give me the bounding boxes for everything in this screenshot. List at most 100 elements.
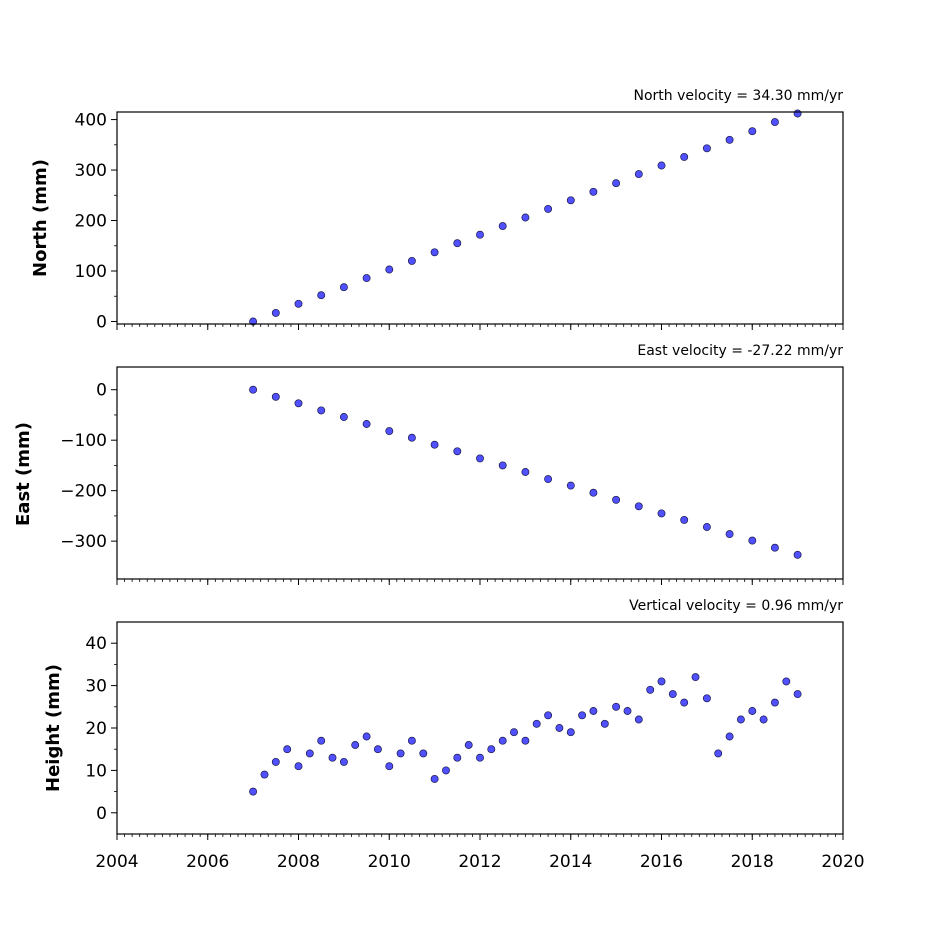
- north-point: [407, 256, 416, 265]
- north-point: [362, 274, 371, 283]
- east-point: [544, 475, 553, 484]
- east-point: [498, 461, 507, 470]
- height-point: [407, 736, 416, 745]
- height-point: [317, 736, 326, 745]
- height-point: [770, 698, 779, 707]
- height-point: [476, 753, 484, 762]
- height-point: [385, 762, 394, 771]
- height-x-tick-label: 2014: [549, 852, 592, 872]
- north-point: [317, 291, 326, 300]
- height-point: [555, 724, 564, 732]
- height-point: [305, 749, 314, 758]
- east-point: [339, 413, 348, 421]
- height-x-tick-label: 2012: [458, 852, 501, 872]
- east-y-tick-label: −300: [60, 532, 107, 552]
- height-point: [328, 753, 337, 762]
- north-y-tick-label: 300: [75, 161, 107, 181]
- north-point: [770, 118, 779, 127]
- east-point: [770, 543, 779, 552]
- east-point: [521, 468, 530, 476]
- height-x-tick-label: 2008: [277, 852, 320, 872]
- height-point: [736, 715, 745, 724]
- north-point: [453, 239, 462, 248]
- height-y-tick-label: 20: [85, 719, 107, 739]
- height-point: [249, 787, 258, 796]
- height-axes-frame: [116, 621, 844, 835]
- north-y-tick-label: 0: [96, 312, 107, 332]
- height-point: [646, 685, 655, 694]
- height-point: [453, 753, 462, 762]
- north-axes: 0 100 200 300 400: [75, 111, 844, 332]
- height-point: [260, 770, 269, 779]
- east-axes-frame: [116, 366, 844, 580]
- east-velocity-annotation: East velocity = -27.22 mm/yr: [637, 343, 843, 359]
- height-x-tick-label: 2016: [640, 852, 683, 872]
- height-point: [294, 762, 303, 771]
- height-y-axis-label: Height (mm): [43, 664, 64, 792]
- north-y-tick-label: 400: [75, 111, 107, 131]
- east-point: [453, 447, 462, 456]
- height-point: [748, 707, 757, 715]
- north-point: [566, 196, 575, 205]
- east-point: [702, 523, 711, 531]
- height-point: [725, 732, 734, 741]
- east-marks: [249, 385, 802, 559]
- north-point: [657, 161, 666, 170]
- height-point: [521, 736, 530, 745]
- east-y-tick-label: −100: [60, 431, 107, 451]
- east-point: [793, 550, 802, 559]
- east-point: [385, 427, 394, 436]
- east-point: [317, 406, 326, 415]
- east-y-tick-label: 0: [96, 381, 107, 401]
- north-point: [612, 179, 621, 188]
- north-panel: North velocity = 34.30 mm/yr North (mm) …: [30, 88, 844, 332]
- height-point: [782, 677, 791, 686]
- east-axes: 0 −100 −200 −300: [60, 366, 844, 585]
- east-point: [680, 515, 689, 524]
- east-point: [634, 502, 643, 511]
- east-point: [612, 495, 621, 504]
- north-y-tick-label: 100: [75, 262, 107, 282]
- east-point: [476, 454, 484, 463]
- height-marks: [249, 673, 802, 796]
- east-y-tick-label: −200: [60, 482, 107, 502]
- height-point: [634, 715, 643, 724]
- height-point: [487, 745, 496, 754]
- north-y-tick-label: 200: [75, 212, 107, 232]
- north-point: [748, 127, 757, 136]
- north-point: [702, 144, 711, 153]
- height-point: [373, 745, 382, 754]
- height-point: [793, 690, 802, 699]
- north-point: [521, 213, 530, 222]
- height-point: [691, 673, 700, 682]
- height-x-tick-label: 2010: [368, 852, 411, 872]
- east-point: [294, 399, 303, 408]
- height-point: [623, 707, 632, 715]
- height-axes: 0 10 20 30 40 2004 2006 2008 2010 2012 2014 2016 201…: [85, 621, 865, 872]
- east-point: [249, 385, 258, 394]
- height-point: [283, 745, 292, 754]
- height-point: [498, 736, 507, 745]
- east-point: [657, 509, 666, 518]
- height-point: [464, 741, 473, 749]
- north-point: [793, 109, 802, 118]
- height-y-tick-label: 30: [85, 677, 107, 697]
- north-point: [589, 187, 598, 196]
- east-point: [589, 488, 598, 497]
- east-point: [748, 536, 757, 545]
- height-point: [668, 690, 677, 699]
- east-point: [271, 392, 280, 401]
- height-point: [759, 715, 768, 724]
- height-y-tick-label: 0: [96, 804, 107, 824]
- height-x-tick-label: 2006: [186, 852, 229, 872]
- height-point: [339, 757, 348, 766]
- east-point: [725, 530, 734, 539]
- height-y-tick-label: 40: [85, 634, 107, 654]
- height-x-tick-label: 2018: [731, 852, 774, 872]
- height-point: [578, 711, 587, 720]
- north-point: [544, 204, 553, 213]
- north-point: [385, 265, 394, 274]
- north-axes-frame: [116, 111, 844, 325]
- height-point: [510, 728, 518, 737]
